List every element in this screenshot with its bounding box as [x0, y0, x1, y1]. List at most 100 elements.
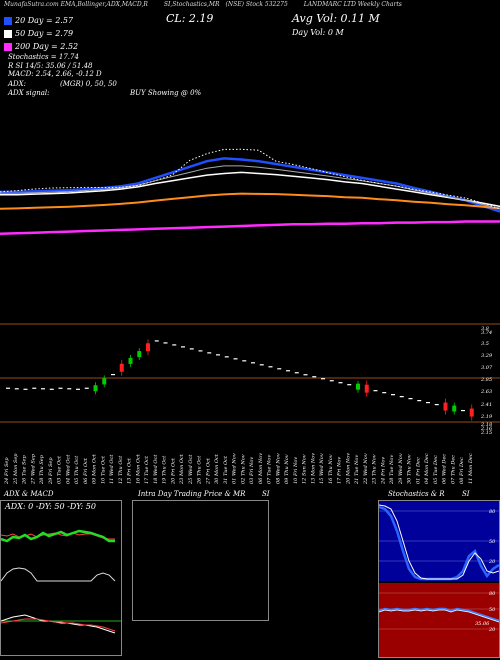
- price-tick: 3.8: [481, 326, 489, 332]
- candle: [338, 382, 343, 384]
- candle: [172, 344, 177, 346]
- day-volume: Day Vol: 0 M: [292, 28, 344, 37]
- candle: [303, 374, 308, 376]
- legend-swatch-50day: [4, 30, 12, 38]
- candle: [6, 387, 10, 389]
- ema-legend: 20 Day = 2.57 50 Day = 2.79 200 Day = 2.…: [4, 14, 78, 53]
- price-tick: 2.85: [480, 377, 492, 383]
- price-tick: 2.41: [480, 402, 492, 408]
- candle: [84, 387, 89, 389]
- date-tick: 12 Sun Nov: [302, 454, 308, 484]
- date-tick: 22 Wed Nov: [363, 453, 369, 485]
- candle: [216, 354, 220, 356]
- candle: [163, 342, 168, 344]
- candle: [181, 346, 185, 348]
- header-indicators-2: SI,Stochastics,MR: [163, 1, 220, 8]
- date-tick: 08 Fri Dec: [459, 457, 465, 484]
- candle: [391, 394, 395, 396]
- price-tick: 3.74: [481, 330, 492, 336]
- date-tick: 23 Thu Nov: [372, 454, 378, 485]
- date-tick: 31 Tue Oct: [223, 455, 229, 484]
- candle: [67, 388, 72, 390]
- intraday-panel: [132, 500, 269, 621]
- candle: [399, 396, 404, 398]
- candle: [251, 362, 255, 364]
- buy-showing: BUY Showing @ 0%: [130, 89, 202, 97]
- price-tick: 3.07: [481, 365, 493, 371]
- date-tick: 19 Thu Oct: [162, 455, 168, 484]
- candle: [294, 372, 299, 374]
- candle: [373, 390, 378, 392]
- header-stock: Stock 532275: [245, 1, 288, 8]
- date-tick: 20 Fri Oct: [170, 457, 176, 485]
- legend-item-200day: 200 Day = 2.52: [4, 40, 78, 53]
- price-tick: 2.18: [480, 422, 492, 428]
- stochastics-value: Stochastics = 17.74: [8, 53, 79, 61]
- rsi-line-white: [379, 609, 499, 623]
- date-tick: 09 Mon Oct: [92, 453, 98, 484]
- candle: [408, 398, 413, 400]
- ma-line-orange: [0, 192, 500, 210]
- candle: [76, 388, 80, 390]
- price-tick: 3.5: [481, 341, 489, 347]
- date-tick: 05 Thu Oct: [74, 455, 80, 484]
- price-tick: 2.16: [480, 426, 493, 432]
- stoch-d-line: [379, 504, 499, 580]
- date-tick: 09 Thu Nov: [284, 454, 290, 484]
- close-price: CL: 2.19: [166, 12, 214, 25]
- header-company: LANDMARC LTD Weekly Charts: [303, 1, 402, 8]
- date-axis: 24 Fri Sep 25 Mon Sep 26 Tue Sep 27 Wed Sep…: [4, 453, 474, 485]
- candle: [224, 356, 229, 358]
- candle: [154, 340, 159, 342]
- macd-signal-line: [1, 618, 116, 632]
- rsi-tick: 80: [489, 591, 496, 597]
- stoch-rsi-panel: 80 50 20 80 50 20 35.06: [378, 500, 500, 658]
- candle: [189, 348, 194, 350]
- ma-line-200-day: [0, 220, 500, 236]
- candle: [233, 358, 238, 360]
- adx-macd-lines: [1, 529, 121, 634]
- moving-average-chart: [0, 148, 500, 236]
- candle: [14, 388, 19, 390]
- candlestick-chart: 3.83.743.53.293.072.852.632.412.192.182.…: [0, 323, 500, 436]
- date-tick: 03 Tue Oct: [57, 455, 63, 484]
- date-tick: 24 Fri Nov: [380, 457, 386, 485]
- date-tick: 08 Wed Nov: [275, 453, 281, 484]
- candle: [461, 409, 465, 412]
- plus-di-line: [1, 529, 115, 543]
- date-tick: 13 Fri Oct: [127, 457, 133, 484]
- date-tick: 16 Thu Nov: [328, 454, 334, 484]
- date-tick: 21 Tue Nov: [354, 455, 360, 485]
- legend-swatch-20day: [4, 17, 12, 25]
- macd-value: MACD: 2.54, 2.66, -0.12 D: [8, 70, 102, 78]
- intraday-title: Intra Day Trading Price & MR: [138, 490, 246, 498]
- date-tick: 10 Fri Nov: [293, 457, 299, 484]
- rsi-value-label: 35.06: [475, 621, 490, 627]
- candle: [259, 364, 264, 366]
- date-tick: 18 Wed Oct: [153, 454, 159, 484]
- stoch-tick: 20: [488, 559, 496, 565]
- candle: [321, 378, 325, 380]
- date-tick: 04 Mon Dec: [424, 453, 430, 484]
- price-tick: 2.19: [480, 414, 493, 420]
- indicator-values: Stochastics = 17.74 R SI 14/5: 35.06 / 5…: [8, 53, 102, 79]
- date-tick: 06 Wed Dec: [442, 454, 448, 484]
- date-tick: 25 Wed Oct: [188, 454, 194, 485]
- date-tick: 06 Fri Oct: [83, 457, 89, 484]
- date-tick: 27 Wed Sep: [30, 453, 36, 485]
- adx-label: ADX:: [8, 80, 27, 88]
- rsi-tick: 20: [488, 627, 496, 633]
- legend-item-50day: 50 Day = 2.79: [4, 27, 78, 40]
- rsi-bg: [379, 583, 499, 657]
- candle: [347, 384, 352, 386]
- rsi-value: R SI 14/5: 35.06 / 51.48: [8, 61, 93, 70]
- candle: [207, 352, 212, 354]
- date-tick: 10 Tue Oct: [100, 455, 106, 484]
- adx-dy-values: ADX: 0 -DY: 50 -DY: 50: [5, 502, 96, 511]
- candle: [277, 368, 282, 370]
- date-tick: 17 Fri Nov: [337, 457, 343, 484]
- candle: [32, 387, 37, 389]
- mgr-value: (MGR) 0, 50, 50: [60, 80, 117, 88]
- date-tick: 28 Tue Nov: [389, 455, 395, 485]
